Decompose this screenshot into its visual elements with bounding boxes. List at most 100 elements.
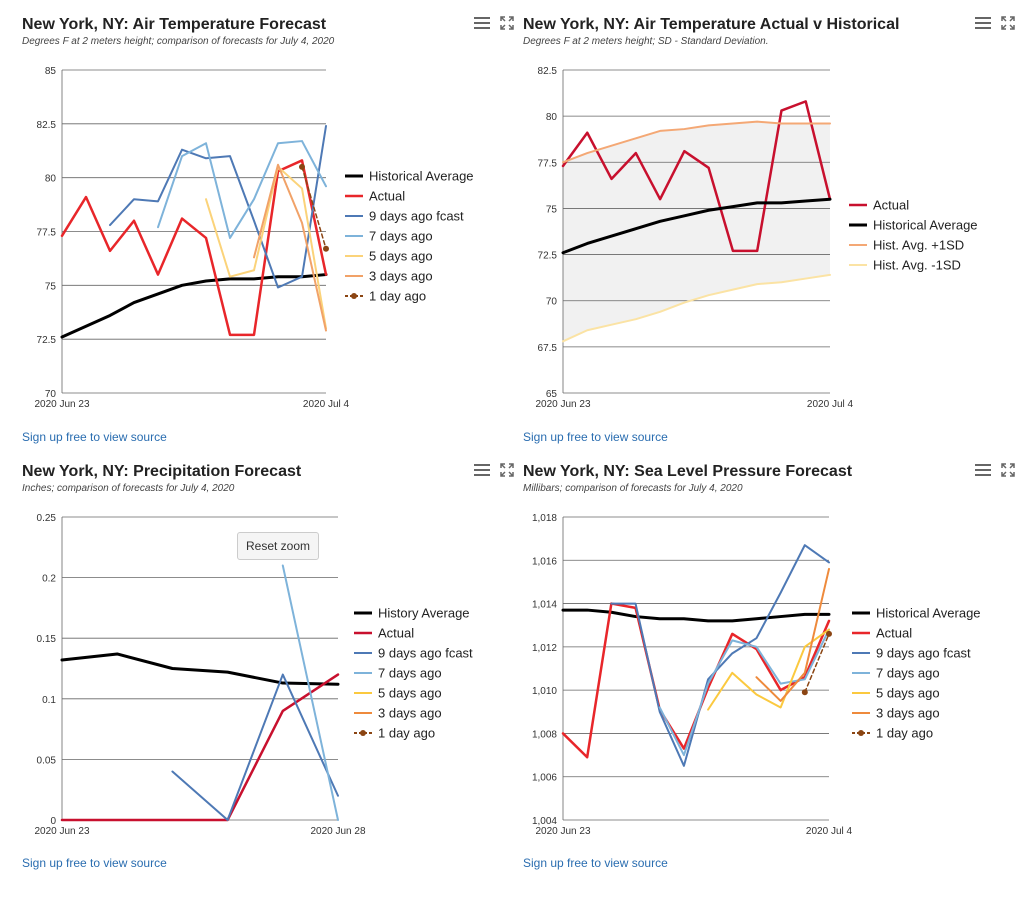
data-point xyxy=(323,245,329,252)
series-line xyxy=(804,633,830,694)
x-tick-label: 2020 Jul 4 xyxy=(303,399,350,410)
x-tick-label: 2020 Jun 28 xyxy=(310,826,365,837)
legend-label: History Average xyxy=(378,606,470,621)
sign-up-link[interactable]: Sign up free to view source xyxy=(523,856,668,870)
y-tick-label: 72.5 xyxy=(37,335,57,346)
expand-icon[interactable] xyxy=(1001,16,1015,30)
panel-subtitle: Degrees F at 2 meters height; SD - Stand… xyxy=(523,36,769,47)
menu-icon[interactable] xyxy=(474,16,490,30)
y-tick-label: 1,006 xyxy=(532,773,557,784)
expand-icon[interactable] xyxy=(500,463,514,477)
series-line xyxy=(281,564,339,821)
menu-icon[interactable] xyxy=(474,463,490,477)
x-tick-label: 2020 Jun 23 xyxy=(535,826,590,837)
y-tick-label: 1,010 xyxy=(532,686,557,697)
legend-label: 7 days ago xyxy=(369,229,433,244)
y-tick-label: 72.5 xyxy=(538,251,558,262)
panel-title: New York, NY: Precipitation Forecast xyxy=(22,463,302,480)
precipitation-forecast-panel: New York, NY: Precipitation Forecast Inc… xyxy=(22,463,522,903)
x-tick-label: 2020 Jun 23 xyxy=(34,399,89,410)
legend-label: 7 days ago xyxy=(876,666,940,681)
sign-up-link[interactable]: Sign up free to view source xyxy=(22,856,167,870)
legend-label: 9 days ago fcast xyxy=(876,646,971,661)
panel-toolbar xyxy=(975,16,1015,30)
legend-label: 5 days ago xyxy=(369,249,433,264)
series-line xyxy=(109,124,327,289)
legend-label: 5 days ago xyxy=(876,686,940,701)
y-tick-label: 1,012 xyxy=(532,643,557,654)
y-tick-label: 0.05 xyxy=(37,755,57,766)
series-line xyxy=(755,567,830,702)
legend-label: Actual xyxy=(369,189,405,204)
chart-0: 70 72.5 75 77.5 80 82.5 85 2020 Jun 23 2020 Jul … xyxy=(34,66,473,410)
chart-2: 0 0.05 0.1 0.15 0.2 0.25 2020 Jun 23 2020 Jun 2… xyxy=(34,513,473,837)
legend-label: 1 day ago xyxy=(378,726,435,741)
y-tick-label: 75 xyxy=(45,281,57,292)
legend-label: 5 days ago xyxy=(378,686,442,701)
y-tick-label: 1,016 xyxy=(532,556,557,567)
legend-label: Hist. Avg. +1SD xyxy=(873,238,964,253)
menu-icon[interactable] xyxy=(975,463,991,477)
menu-icon[interactable] xyxy=(975,16,991,30)
y-tick-label: 1,018 xyxy=(532,513,557,524)
panel-subtitle: Degrees F at 2 meters height; comparison… xyxy=(22,36,335,47)
series-line xyxy=(561,602,831,759)
x-tick-label: 2020 Jun 23 xyxy=(34,826,89,837)
series-line xyxy=(205,165,327,330)
temperature-actual-historical-panel: New York, NY: Air Temperature Actual v H… xyxy=(523,16,1023,456)
legend-label: Hist. Avg. -1SD xyxy=(873,258,961,273)
y-tick-label: 77.5 xyxy=(37,228,57,239)
legend-marker xyxy=(351,293,357,299)
panel-toolbar xyxy=(474,16,514,30)
panel-toolbar xyxy=(474,463,514,477)
legend-label: Historical Average xyxy=(876,606,981,621)
x-tick-label: 2020 Jul 4 xyxy=(807,399,854,410)
y-tick-label: 1,004 xyxy=(532,816,557,827)
y-tick-label: 85 xyxy=(45,66,57,77)
panel-subtitle: Inches; comparison of forecasts for July… xyxy=(22,483,235,494)
expand-icon[interactable] xyxy=(1001,463,1015,477)
y-tick-label: 80 xyxy=(45,174,57,185)
legend-marker xyxy=(858,730,864,736)
y-tick-label: 70 xyxy=(45,389,57,400)
series-line xyxy=(60,652,340,686)
chart-3: 1,004 1,006 1,008 1,010 1,012 1,014 1,016 1,018… xyxy=(532,513,981,837)
y-tick-label: 0.15 xyxy=(37,634,57,645)
sign-up-link[interactable]: Sign up free to view source xyxy=(523,430,668,444)
legend-label: 3 days ago xyxy=(369,269,433,284)
series-line xyxy=(561,608,831,623)
legend-label: Historical Average xyxy=(873,218,978,233)
x-tick-label: 2020 Jun 23 xyxy=(535,399,590,410)
legend-label: 7 days ago xyxy=(378,666,442,681)
y-tick-label: 0.25 xyxy=(37,513,57,524)
sd-band xyxy=(563,121,830,342)
y-tick-label: 65 xyxy=(546,389,558,400)
series-line xyxy=(562,120,831,164)
series-line xyxy=(60,273,328,339)
y-tick-label: 70 xyxy=(546,297,558,308)
sea-level-pressure-panel: New York, NY: Sea Level Pressure Forecas… xyxy=(523,463,1023,903)
y-tick-label: 1,014 xyxy=(532,600,557,611)
series-line xyxy=(157,140,327,239)
expand-icon[interactable] xyxy=(500,16,514,30)
y-tick-label: 0.1 xyxy=(42,695,56,706)
series-line xyxy=(610,544,830,767)
temperature-forecast-panel: New York, NY: Air Temperature Forecast D… xyxy=(22,16,522,456)
legend-label: Actual xyxy=(873,198,909,213)
series-line xyxy=(171,673,339,821)
data-point xyxy=(801,689,808,696)
series-line xyxy=(253,163,327,332)
reset-zoom-button[interactable]: Reset zoom xyxy=(237,532,320,560)
legend-label: 3 days ago xyxy=(876,706,940,721)
y-tick-label: 77.5 xyxy=(538,158,558,169)
legend-label: 3 days ago xyxy=(378,706,442,721)
sign-up-link[interactable]: Sign up free to view source xyxy=(22,430,167,444)
y-tick-label: 0 xyxy=(50,816,56,827)
series-line xyxy=(658,628,830,757)
y-tick-label: 75 xyxy=(546,204,558,215)
y-tick-label: 0.2 xyxy=(42,574,56,585)
legend-label: 9 days ago fcast xyxy=(369,209,464,224)
y-tick-label: 67.5 xyxy=(538,343,558,354)
panel-toolbar xyxy=(975,463,1015,477)
panel-title: New York, NY: Sea Level Pressure Forecas… xyxy=(523,463,853,480)
